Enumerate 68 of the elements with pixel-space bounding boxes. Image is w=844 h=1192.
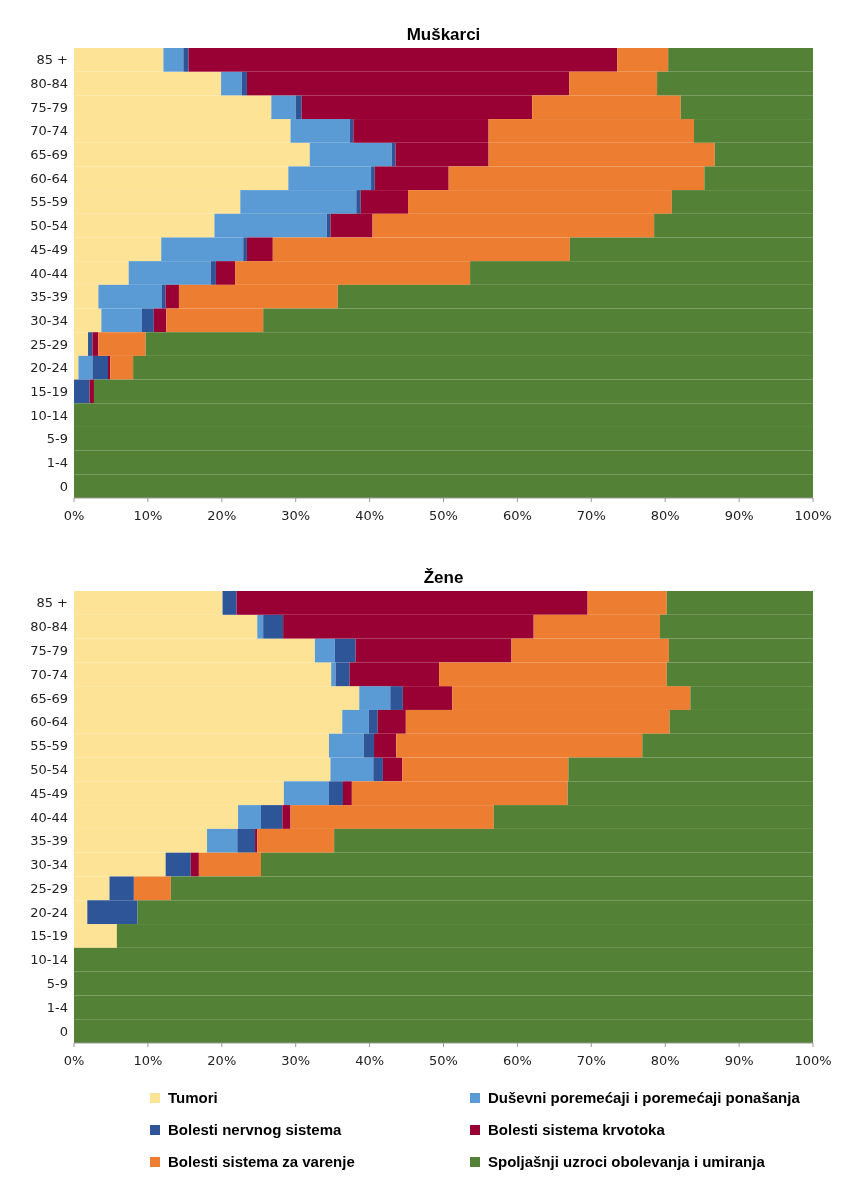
y-tick-label: 5-9	[46, 431, 68, 447]
y-tick-label: 65-69	[30, 147, 68, 163]
y-tick-label: 80-84	[30, 76, 68, 92]
y-tick-label: 25-29	[30, 336, 68, 352]
y-tick-label: 0	[59, 1023, 68, 1039]
x-tick-label: 60%	[502, 1053, 532, 1068]
y-tick-label: 15-19	[30, 928, 68, 944]
chart-title: Muškarci	[406, 25, 481, 44]
y-tick-label: 45-49	[30, 241, 68, 257]
y-tick-label: 25-29	[30, 880, 68, 896]
y-tick-label: 85 +	[36, 52, 68, 68]
x-tick-label: 90%	[724, 1053, 754, 1068]
y-tick-label: 40-44	[30, 809, 68, 825]
x-tick-label: 30%	[281, 508, 311, 523]
x-tick-label: 0%	[63, 508, 85, 523]
y-tick-label: 1-4	[46, 999, 68, 1015]
legend-label: Tumori	[168, 1089, 218, 1107]
x-tick-label: 70%	[576, 508, 606, 523]
y-tick-label: 80-84	[30, 619, 68, 635]
y-tick-label: 1-4	[46, 455, 68, 471]
x-tick-label: 40%	[355, 1053, 385, 1068]
y-tick-label: 20-24	[30, 904, 68, 920]
x-tick-label: 20%	[207, 508, 237, 523]
legend-label: Bolesti sistema krvotoka	[488, 1121, 666, 1139]
y-tick-label: 30-34	[30, 312, 68, 328]
y-tick-label: 70-74	[30, 123, 68, 139]
x-tick-label: 50%	[429, 508, 458, 523]
y-tick-label: 30-34	[30, 857, 68, 873]
x-tick-label: 70%	[576, 1053, 606, 1068]
legend-label: Bolesti sistema za varenje	[168, 1153, 355, 1171]
x-tick-label: 80%	[650, 508, 680, 523]
y-tick-label: 70-74	[30, 666, 68, 682]
x-tick-label: 10%	[133, 508, 163, 523]
y-tick-label: 75-79	[30, 643, 68, 659]
y-tick-label: 50-54	[30, 761, 68, 777]
y-tick-label: 75-79	[30, 99, 68, 115]
x-tick-label: 80%	[650, 1053, 680, 1068]
x-tick-label: 40%	[355, 508, 385, 523]
y-tick-label: 55-59	[30, 738, 68, 754]
legend-label: Duševni poremećaji i poremećaji ponašanja	[488, 1089, 801, 1107]
y-tick-label: 65-69	[30, 690, 68, 706]
x-tick-label: 100%	[794, 508, 832, 523]
y-tick-label: 0	[59, 478, 68, 494]
y-tick-label: 5-9	[46, 976, 68, 992]
y-tick-label: 55-59	[30, 194, 68, 210]
y-tick-label: 35-39	[30, 833, 68, 849]
x-tick-label: 30%	[281, 1053, 311, 1068]
x-tick-label: 0%	[63, 1053, 85, 1068]
legend-label: Bolesti nervnog sistema	[168, 1121, 343, 1139]
y-tick-label: 10-14	[30, 407, 68, 423]
y-tick-label: 60-64	[30, 714, 68, 730]
x-tick-label: 90%	[724, 508, 754, 523]
x-tick-label: 20%	[207, 1053, 237, 1068]
y-tick-label: 45-49	[30, 785, 68, 801]
x-tick-label: 50%	[429, 1053, 458, 1068]
y-tick-label: 15-19	[30, 383, 68, 399]
legend-label: Spoljašnji uzroci obolevanja i umiranja	[488, 1153, 766, 1171]
x-tick-label: 10%	[133, 1053, 163, 1068]
x-tick-label: 100%	[794, 1053, 832, 1068]
chart-title: Žene	[423, 568, 464, 587]
x-tick-label: 60%	[502, 508, 532, 523]
y-tick-label: 50-54	[30, 218, 68, 234]
y-tick-label: 40-44	[30, 265, 68, 281]
y-tick-label: 60-64	[30, 170, 68, 186]
y-tick-label: 85 +	[36, 595, 68, 611]
y-tick-label: 35-39	[30, 289, 68, 305]
y-tick-label: 20-24	[30, 360, 68, 376]
y-tick-label: 10-14	[30, 952, 68, 968]
